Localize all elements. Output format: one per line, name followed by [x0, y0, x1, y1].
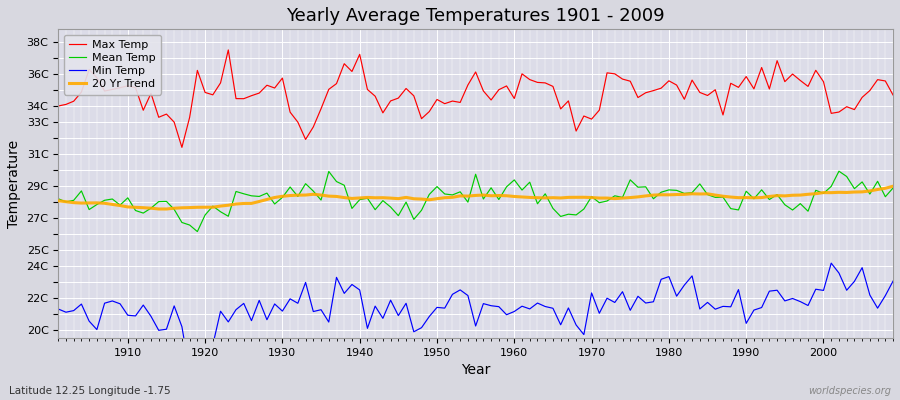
Max Temp: [114, 85, 125, 90]
Mean Temp: [53, 196, 64, 201]
20 Yr Trend: [161, 207, 172, 212]
20 Yr Trend: [292, 193, 303, 198]
Max Temp: [617, 77, 628, 82]
Mean Temp: [114, 203, 125, 208]
Text: Latitude 12.25 Longitude -1.75: Latitude 12.25 Longitude -1.75: [9, 386, 171, 396]
Max Temp: [525, 77, 535, 82]
Min Temp: [292, 301, 303, 306]
Min Temp: [114, 301, 125, 306]
Max Temp: [346, 69, 357, 74]
Max Temp: [176, 145, 187, 150]
Min Temp: [508, 309, 519, 314]
Mean Temp: [292, 194, 303, 199]
Line: Max Temp: Max Temp: [58, 50, 893, 147]
Min Temp: [338, 291, 349, 296]
Min Temp: [517, 304, 527, 308]
Mean Temp: [833, 169, 844, 174]
Mean Temp: [887, 186, 898, 190]
Line: Min Temp: Min Temp: [58, 263, 893, 372]
20 Yr Trend: [609, 196, 620, 201]
Mean Temp: [609, 194, 620, 198]
20 Yr Trend: [53, 198, 64, 203]
Title: Yearly Average Temperatures 1901 - 2009: Yearly Average Temperatures 1901 - 2009: [286, 7, 665, 25]
Min Temp: [826, 261, 837, 266]
Max Temp: [517, 72, 527, 76]
20 Yr Trend: [508, 194, 519, 199]
Min Temp: [609, 300, 620, 305]
Line: Mean Temp: Mean Temp: [58, 171, 893, 232]
Max Temp: [223, 48, 234, 52]
Mean Temp: [508, 178, 519, 182]
Mean Temp: [338, 183, 349, 188]
Text: worldspecies.org: worldspecies.org: [808, 386, 891, 396]
Mean Temp: [517, 188, 527, 192]
Min Temp: [887, 279, 898, 284]
Y-axis label: Temperature: Temperature: [7, 140, 21, 228]
Legend: Max Temp, Mean Temp, Min Temp, 20 Yr Trend: Max Temp, Mean Temp, Min Temp, 20 Yr Tre…: [64, 35, 161, 95]
Min Temp: [184, 370, 195, 374]
20 Yr Trend: [517, 194, 527, 199]
20 Yr Trend: [338, 195, 349, 200]
Max Temp: [53, 104, 64, 108]
Mean Temp: [192, 229, 202, 234]
Max Temp: [301, 137, 311, 142]
X-axis label: Year: Year: [461, 363, 491, 377]
Min Temp: [53, 307, 64, 312]
Max Temp: [887, 93, 898, 98]
Line: 20 Yr Trend: 20 Yr Trend: [58, 186, 893, 209]
20 Yr Trend: [887, 184, 898, 189]
20 Yr Trend: [114, 203, 125, 208]
